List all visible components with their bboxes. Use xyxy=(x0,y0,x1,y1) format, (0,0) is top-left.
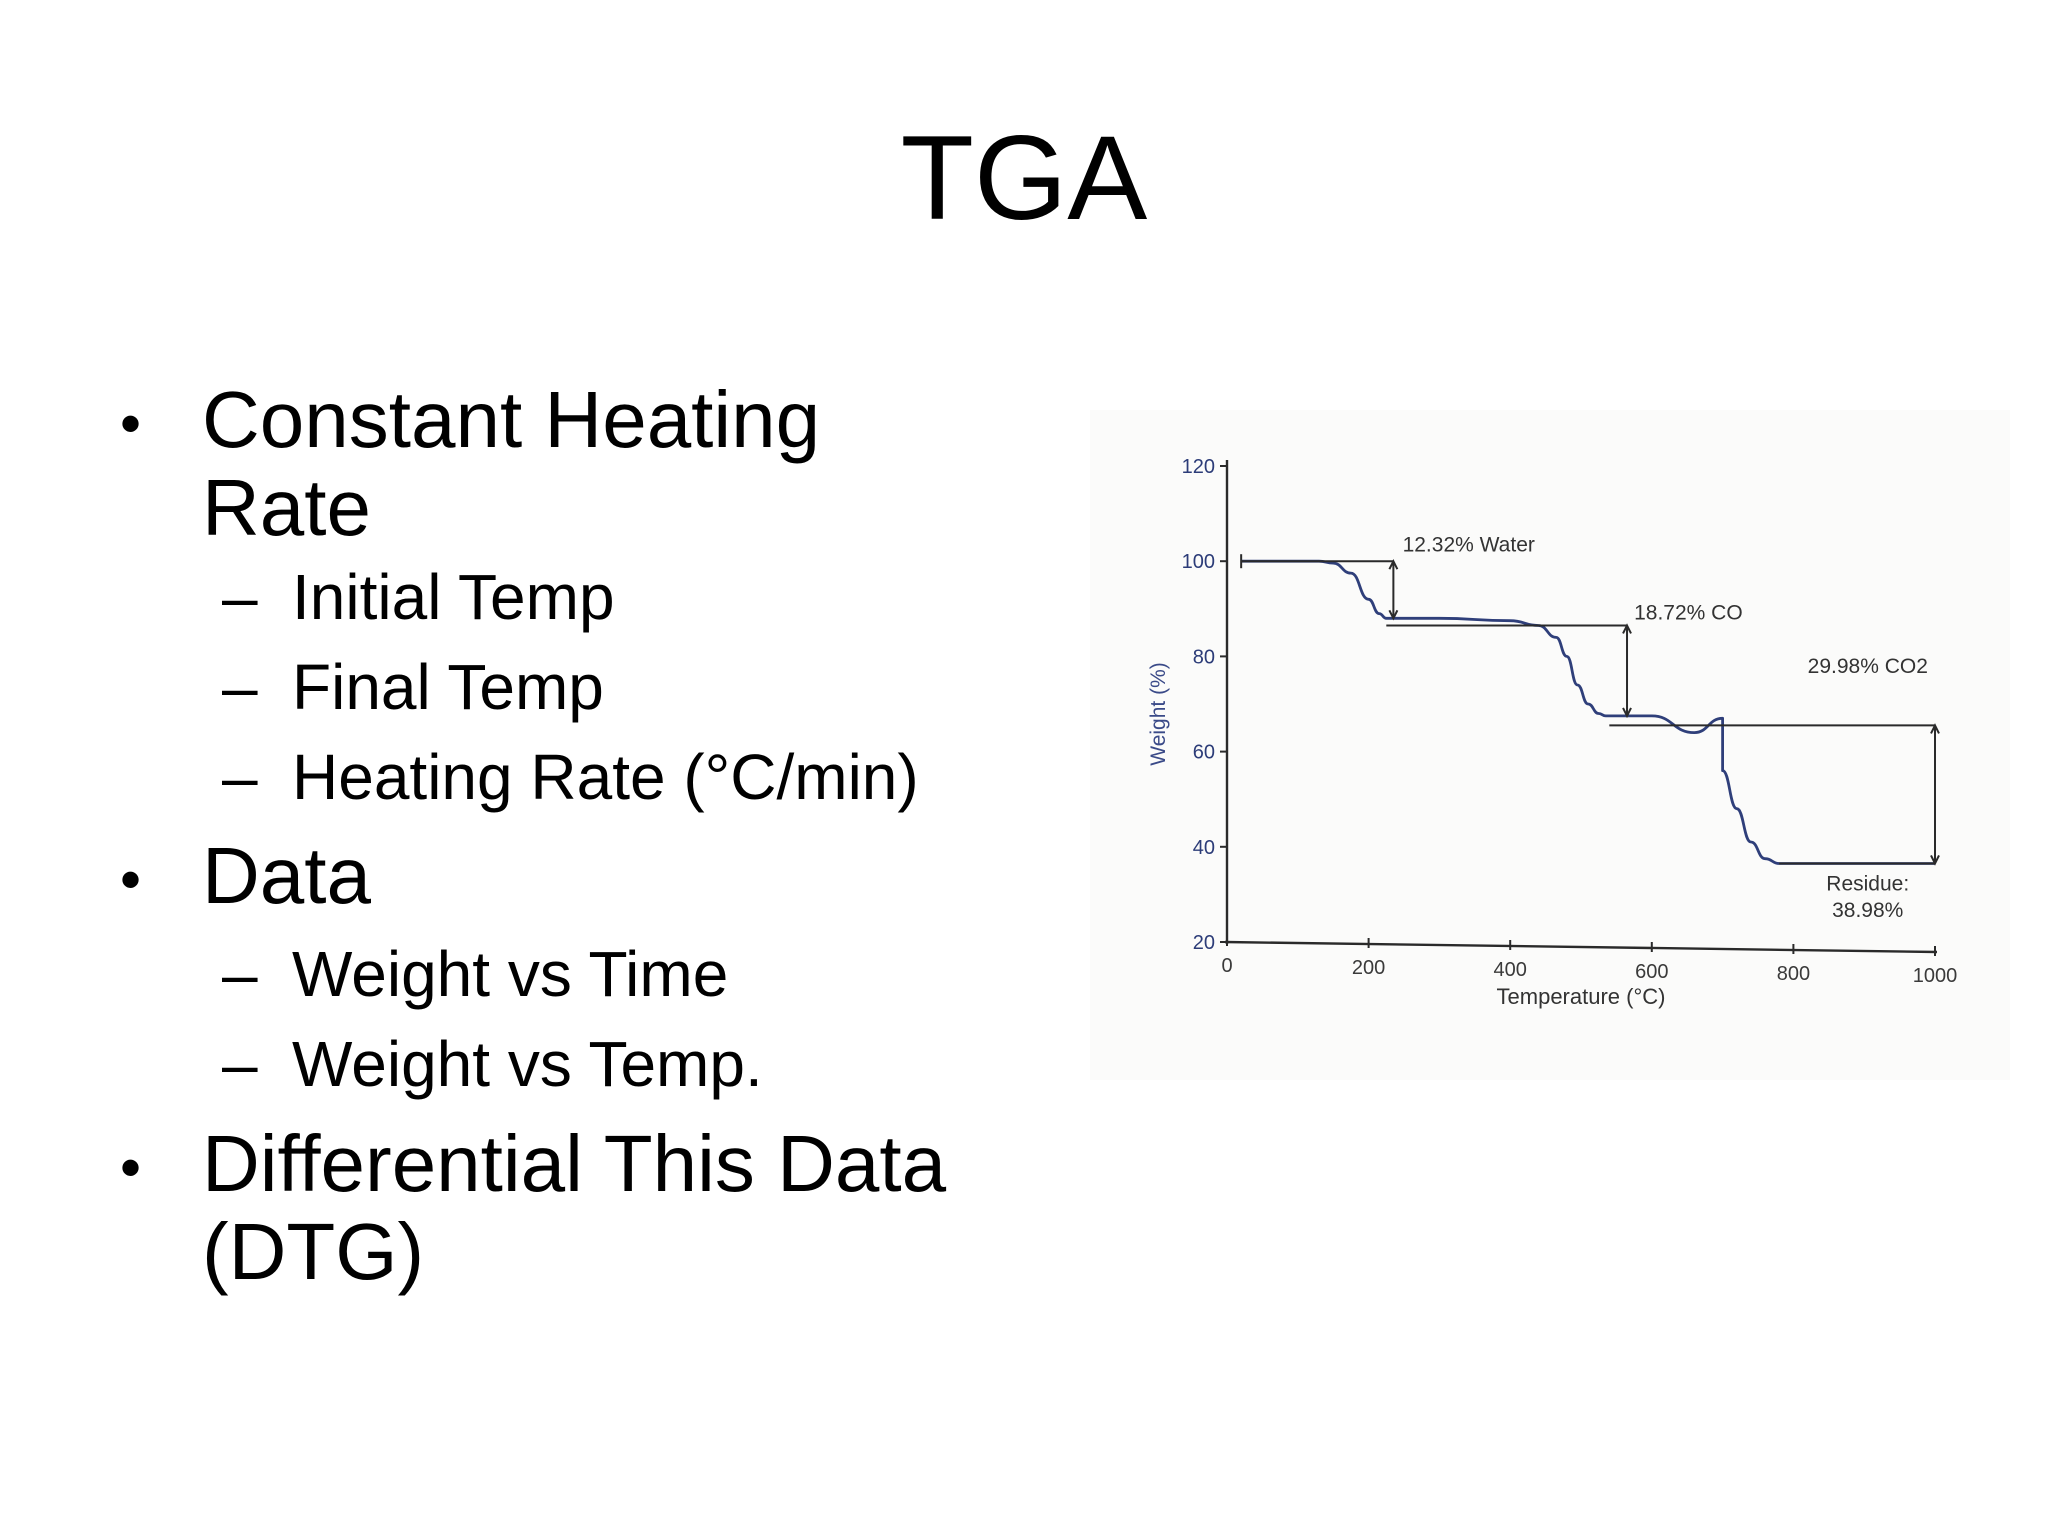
bullet-mark: • xyxy=(120,390,142,457)
dash-mark: – xyxy=(222,651,258,723)
co-arrow-head-top xyxy=(1622,623,1632,634)
annotation-residue-label: Residue: xyxy=(1826,873,1909,896)
x-tick-label: 400 xyxy=(1494,959,1527,981)
dash-mark: – xyxy=(222,741,258,813)
bullet-text-line2: Rate xyxy=(202,463,371,552)
x-tick-label: 800 xyxy=(1777,963,1810,985)
bullet-mark: • xyxy=(120,1134,142,1201)
annotation-residue-value: 38.98% xyxy=(1832,899,1903,922)
annotation-co2: 29.98% CO2 xyxy=(1808,655,1928,678)
water-arrow-head-top xyxy=(1388,558,1399,570)
subitem-text: Weight vs Temp. xyxy=(292,1028,763,1100)
annotation-water: 12.32% Water xyxy=(1403,534,1535,557)
x-tick-label: 200 xyxy=(1352,957,1385,979)
subitem-text: Weight vs Time xyxy=(292,938,729,1010)
y-axis-title: Weight (%) xyxy=(1147,662,1170,765)
curve-group xyxy=(1241,559,1935,865)
bullet-mark: • xyxy=(120,846,142,913)
subitem-text: Initial Temp xyxy=(292,561,615,633)
dash-mark: – xyxy=(222,1028,258,1100)
annotation-co: 18.72% CO xyxy=(1634,602,1743,625)
bullet-text-line1: Constant Heating xyxy=(202,375,821,464)
y-tick-label: 100 xyxy=(1182,551,1215,573)
dash-mark: – xyxy=(222,938,258,1010)
x-tick-label: 600 xyxy=(1635,961,1668,983)
co2-arrow-head-top xyxy=(1930,723,1940,734)
y-tick-label: 20 xyxy=(1193,932,1215,954)
bullet-list: • Constant Heating Rate – Initial Temp –… xyxy=(0,0,1000,1536)
x-axis-title: Temperature (°C) xyxy=(1497,984,1666,1009)
y-tick-label: 120 xyxy=(1182,456,1215,478)
x-axis-line xyxy=(1224,940,1938,954)
y-tick-label: 40 xyxy=(1193,837,1215,859)
axes-group: 20 40 60 80 100 120 0 200 400 600 800 1000 Temperatu… xyxy=(1147,456,1957,1009)
bullet-text-line1: Data xyxy=(202,831,371,920)
bullet-text-line1: Differential This Data xyxy=(202,1119,947,1208)
x-tick-label: 1000 xyxy=(1913,965,1958,987)
co-arrow-head-bottom xyxy=(1622,707,1632,719)
dash-mark: – xyxy=(222,561,258,633)
tga-chart: 20 40 60 80 100 120 0 200 400 600 800 1000 Temperatu… xyxy=(1147,456,1957,1009)
y-tick-label: 80 xyxy=(1193,646,1215,668)
water-arrow-head-bottom xyxy=(1388,609,1399,621)
label-group: 12.32% Water 18.72% CO 29.98% CO2 Residue: 3… xyxy=(1403,534,1928,922)
y-tick-label: 60 xyxy=(1193,742,1215,764)
subitem-text: Heating Rate (°C/min) xyxy=(292,741,919,813)
slide-title: TGA xyxy=(900,111,1148,245)
bullet-text-line2: (DTG) xyxy=(202,1207,425,1296)
weight-curve xyxy=(1241,559,1935,865)
x-tick-label: 0 xyxy=(1221,955,1232,977)
tga-figure: 20 40 60 80 100 120 0 200 400 600 800 1000 Temperatu… xyxy=(1090,410,2010,1080)
subitem-text: Final Temp xyxy=(292,651,604,723)
marker-group xyxy=(1240,554,1940,866)
